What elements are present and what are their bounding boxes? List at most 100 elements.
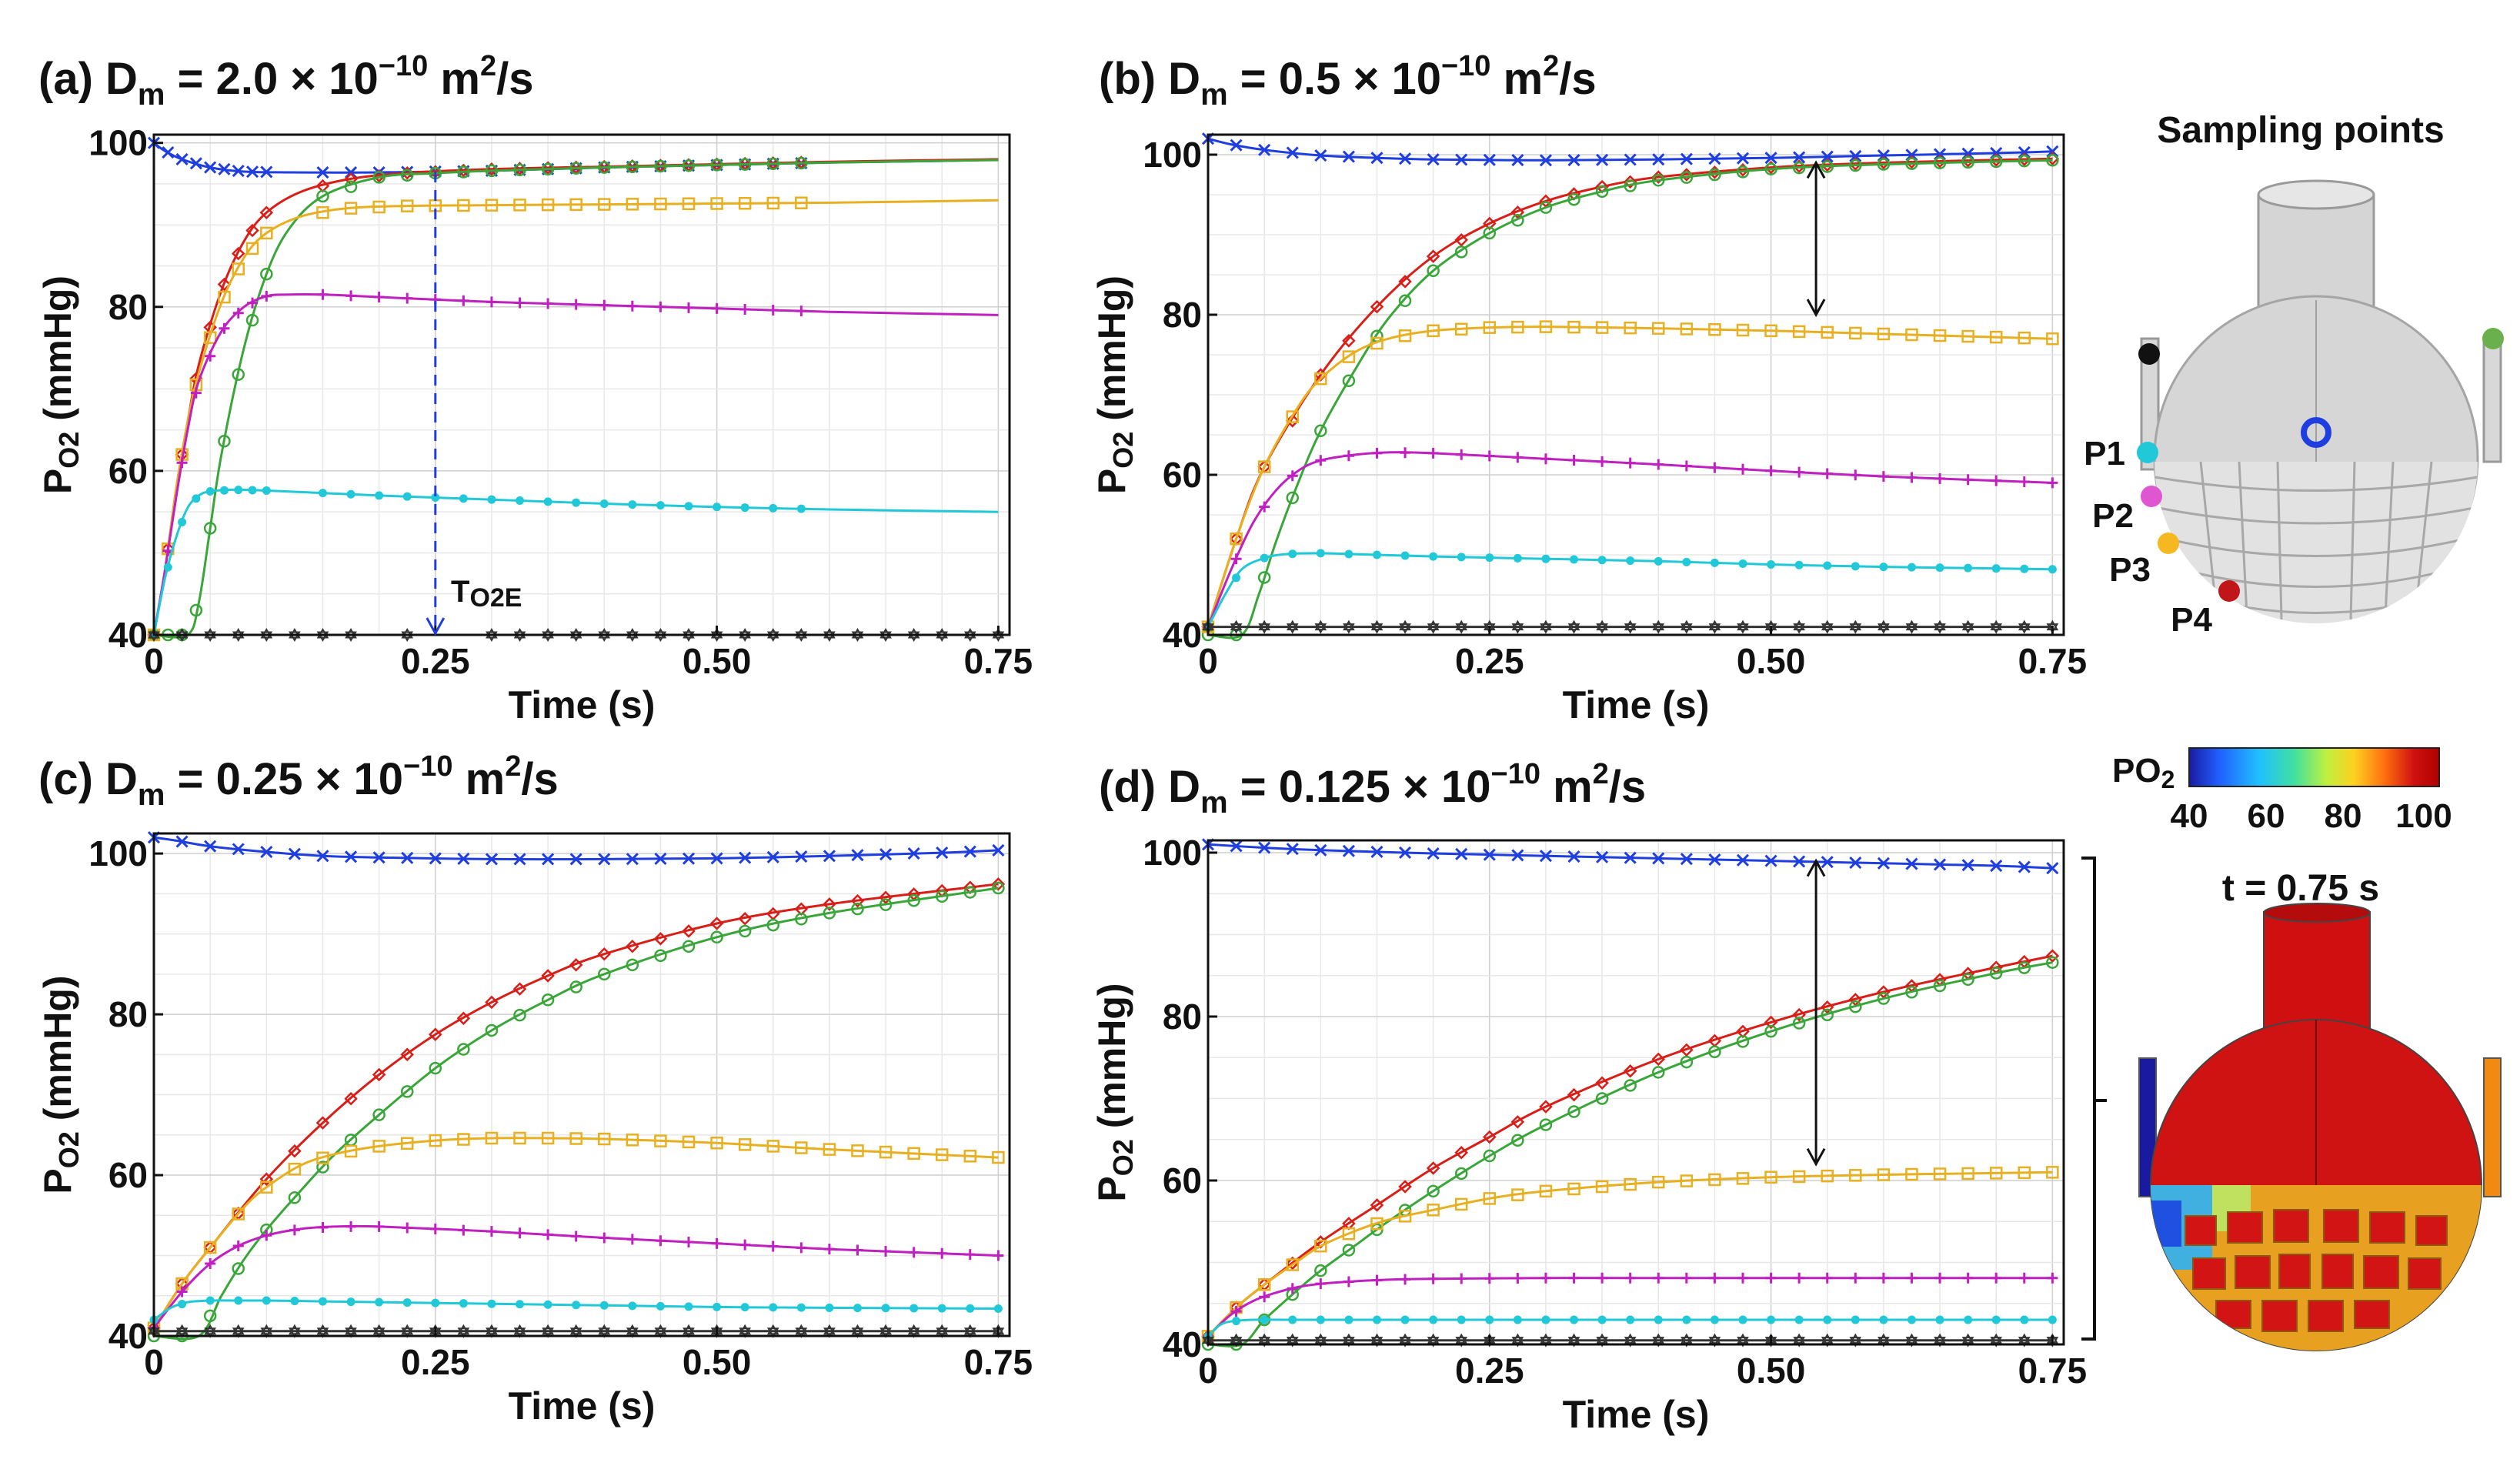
data-point-marker — [1961, 619, 1974, 634]
data-point-marker — [597, 947, 612, 961]
data-point-marker — [1708, 1173, 1721, 1187]
data-point-marker — [1935, 1315, 1944, 1324]
data-point-marker — [203, 522, 217, 535]
data-point-marker — [290, 1297, 299, 1306]
data-point-marker — [1934, 1333, 1946, 1347]
series-2 — [1201, 154, 2059, 642]
data-point-marker — [1314, 372, 1327, 386]
data-point-marker — [626, 300, 638, 312]
data-point-marker — [1595, 1180, 1609, 1194]
data-point-marker — [851, 628, 864, 642]
data-point-marker — [598, 967, 611, 981]
data-point-marker — [1624, 1079, 1637, 1092]
data-point-marker — [2048, 565, 2057, 574]
data-point-marker — [1821, 326, 1834, 339]
data-point-marker — [373, 291, 385, 302]
data-point-marker — [316, 1324, 329, 1338]
data-point-marker — [991, 877, 1006, 891]
data-point-marker — [513, 1008, 526, 1022]
data-point-marker — [1539, 201, 1553, 214]
data-point-marker — [344, 1092, 358, 1106]
data-point-marker — [710, 197, 723, 210]
data-point-marker — [1260, 1315, 1269, 1324]
data-point-marker — [1623, 1064, 1637, 1078]
data-point-marker — [1370, 1217, 1383, 1231]
data-point-marker — [542, 1229, 554, 1241]
data-point-marker — [1933, 979, 1947, 993]
data-point-marker — [1398, 275, 1412, 289]
data-point-marker — [512, 982, 527, 996]
data-point-marker — [879, 890, 893, 905]
data-point-marker — [1736, 1172, 1750, 1185]
data-point-marker — [1736, 165, 1750, 179]
data-point-marker — [234, 486, 243, 495]
data-point-marker — [1708, 853, 1721, 867]
data-point-marker — [176, 1286, 188, 1297]
data-point-marker — [1230, 139, 1243, 152]
data-point-marker — [1680, 171, 1694, 184]
label-p3: P3 — [2109, 551, 2151, 589]
data-point-marker — [682, 1135, 696, 1149]
data-point-marker — [1849, 149, 1862, 162]
data-point-marker — [1455, 619, 1468, 634]
colorbar-tick-80: 80 — [2325, 797, 2362, 835]
data-point-marker — [626, 958, 639, 972]
data-point-marker — [1343, 619, 1355, 634]
colorbar-bar — [2188, 747, 2440, 787]
data-point-marker — [1426, 1161, 1440, 1175]
data-point-marker — [485, 199, 499, 212]
data-point-marker — [795, 156, 808, 170]
data-point-marker — [234, 1296, 243, 1305]
data-point-marker — [1511, 153, 1524, 167]
data-point-marker — [1399, 619, 1411, 634]
data-point-marker — [1568, 455, 1580, 466]
data-point-marker — [823, 850, 836, 863]
data-point-marker — [402, 1298, 412, 1307]
data-point-marker — [401, 1324, 414, 1338]
data-point-marker — [907, 847, 920, 860]
data-point-marker — [1736, 1035, 1750, 1048]
data-point-marker — [937, 1304, 946, 1313]
y-tick-label: 100 — [1143, 833, 1202, 873]
flask-neck-top — [2257, 179, 2375, 210]
data-point-marker — [2018, 961, 2031, 974]
data-point-marker — [1512, 1273, 1524, 1284]
data-point-marker — [879, 898, 893, 911]
data-point-marker — [1624, 1272, 1636, 1284]
data-point-marker — [1370, 1198, 1384, 1212]
data-point-marker — [1794, 466, 1805, 478]
data-point-marker — [1286, 146, 1299, 159]
data-point-marker — [1456, 449, 1467, 460]
data-point-marker — [1314, 1264, 1327, 1277]
data-point-marker — [739, 628, 751, 642]
data-point-marker — [1792, 325, 1806, 339]
data-point-marker — [1737, 463, 1748, 475]
data-point-marker — [710, 159, 723, 172]
data-point-marker — [654, 852, 667, 865]
x-tick-label: 0.50 — [683, 641, 752, 681]
data-point-marker — [851, 902, 864, 916]
data-point-marker — [880, 1245, 892, 1257]
data-point-marker — [457, 165, 470, 179]
data-point-marker — [966, 1304, 975, 1313]
data-point-marker — [1933, 329, 1947, 342]
data-point-marker — [1738, 559, 1747, 568]
data-point-marker — [1849, 1169, 1862, 1182]
data-point-marker — [316, 628, 329, 642]
data-point-marker — [1877, 985, 1891, 999]
data-point-marker — [682, 197, 696, 211]
sample-point-black — [2138, 343, 2160, 365]
data-point-marker — [1596, 153, 1609, 166]
data-point-marker — [1736, 152, 1750, 165]
data-point-marker — [739, 851, 752, 864]
data-point-marker — [514, 1227, 526, 1239]
y-tick-label: 60 — [1163, 455, 1202, 495]
data-point-marker — [486, 1324, 498, 1338]
data-point-marker — [217, 277, 232, 292]
data-point-marker — [218, 435, 231, 448]
data-point-marker — [372, 171, 386, 184]
data-point-marker — [626, 1134, 639, 1147]
data-point-marker — [853, 1304, 862, 1313]
data-point-marker — [542, 298, 554, 309]
data-point-marker — [599, 499, 609, 509]
